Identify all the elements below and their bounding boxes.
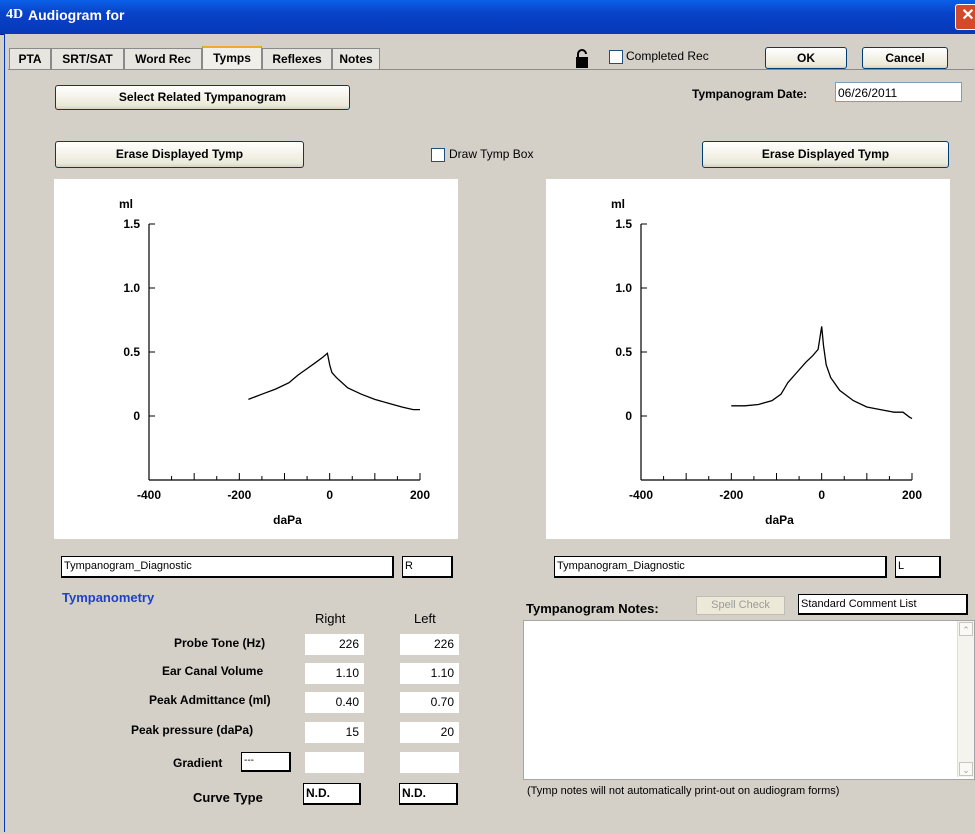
probe-tone-left-field[interactable]: 226 [400, 634, 459, 655]
y-tick-label: 0.5 [615, 345, 632, 359]
select-related-tympanogram-button[interactable]: Select Related Tympanogram [55, 85, 350, 110]
y-tick-label: 0.5 [123, 345, 140, 359]
tab-srt-sat[interactable]: SRT/SAT [51, 48, 124, 69]
y-tick-label: 0 [625, 409, 632, 423]
tympanometry-section-title: Tympanometry [62, 590, 155, 605]
completed-rec-label: Completed Rec [626, 49, 709, 63]
y-tick-label: 0 [133, 409, 140, 423]
gradient-right-field[interactable] [305, 752, 364, 773]
y-tick-label: 1.5 [615, 217, 632, 231]
tab-tymps[interactable]: Tymps [202, 46, 262, 70]
peak-admittance-label: Peak Admittance (ml) [149, 693, 271, 707]
window-title: Audiogram for [28, 7, 125, 23]
tab-label: Reflexes [272, 52, 322, 66]
cancel-button[interactable]: Cancel [862, 47, 948, 69]
right-tymp-type-field[interactable]: Tympanogram_Diagnostic [61, 556, 394, 578]
tab-label: Word Rec [135, 52, 191, 66]
x-tick-label: -200 [719, 488, 743, 502]
curve-type-left-field[interactable]: N.D. [399, 783, 458, 805]
tympanogram-curve-R [248, 352, 420, 411]
left-tymp-type-field[interactable]: Tympanogram_Diagnostic [554, 556, 887, 578]
left-column-header: Left [414, 611, 436, 626]
x-tick-label: 200 [902, 488, 922, 502]
x-tick-label: 0 [326, 488, 333, 502]
completed-rec-checkbox[interactable] [609, 50, 623, 64]
x-tick-label: -400 [137, 488, 161, 502]
tab-reflexes[interactable]: Reflexes [262, 48, 332, 69]
ear-canal-volume-label: Ear Canal Volume [162, 664, 264, 678]
close-window-button[interactable]: ✕ [955, 4, 975, 30]
right-ear-field[interactable]: R [402, 556, 453, 578]
ear-canal-volume-right-field[interactable]: 1.10 [305, 663, 364, 684]
tab-notes[interactable]: Notes [332, 48, 380, 69]
x-axis-label: daPa [273, 513, 302, 527]
app-logo-icon: 4D [6, 7, 24, 22]
window-title-bar[interactable]: 4D Audiogram for ✕ [0, 0, 975, 35]
peak-admittance-left-field[interactable]: 0.70 [400, 692, 459, 713]
tab-label: Tymps [213, 51, 251, 65]
draw-tymp-box-label: Draw Tymp Box [449, 147, 534, 161]
tab-pta[interactable]: PTA [9, 48, 51, 69]
peak-pressure-left-field[interactable]: 20 [400, 722, 459, 743]
probe-tone-right-field[interactable]: 226 [305, 634, 364, 655]
scroll-up-icon[interactable]: ⌃ [959, 622, 973, 636]
tympanogram-date-label: Tympanogram Date: [692, 87, 808, 101]
draw-tymp-box-checkbox[interactable] [431, 148, 445, 162]
ok-button[interactable]: OK [765, 47, 847, 69]
spell-check-button[interactable]: Spell Check [696, 596, 785, 615]
curve-type-right-field[interactable]: N.D. [303, 783, 361, 805]
right-ear-tympanogram-chart: 1.5 1.0 0.5 0 -400 -200 0 200 ml daPa [54, 179, 458, 539]
tympanogram-date-field[interactable]: 06/26/2011 [835, 82, 962, 102]
y-tick-label: 1.0 [123, 281, 140, 295]
probe-tone-label: Probe Tone (Hz) [174, 636, 266, 650]
gradient-label: Gradient [173, 756, 223, 770]
scroll-down-icon[interactable]: ⌄ [959, 762, 973, 776]
tympanogram-notes-label: Tympanogram Notes: [526, 601, 659, 616]
y-tick-label: 1.5 [123, 217, 140, 231]
x-tick-label: -400 [629, 488, 653, 502]
ear-canal-volume-left-field[interactable]: 1.10 [400, 663, 459, 684]
tab-label: SRT/SAT [62, 52, 113, 66]
peak-pressure-right-field[interactable]: 15 [305, 722, 364, 743]
peak-admittance-right-field[interactable]: 0.40 [305, 692, 364, 713]
tab-label: Notes [339, 52, 373, 66]
tab-label: PTA [18, 52, 42, 66]
tab-word-rec[interactable]: Word Rec [124, 48, 202, 69]
notes-print-disclaimer: (Tymp notes will not automatically print… [527, 785, 840, 797]
x-tick-label: 200 [410, 488, 430, 502]
x-tick-label: -200 [227, 488, 251, 502]
tympanogram-curve-L [731, 326, 913, 420]
right-column-header: Right [315, 611, 346, 626]
gradient-dropdown-button[interactable]: --- [241, 752, 291, 772]
erase-displayed-tymp-right-button[interactable]: Erase Displayed Tymp [55, 141, 304, 168]
left-ear-field[interactable]: L [895, 556, 941, 578]
y-tick-label: 1.0 [615, 281, 632, 295]
left-ear-tympanogram-chart: 1.5 1.0 0.5 0 -400 -200 0 200 ml daPa [546, 179, 950, 539]
peak-pressure-label: Peak pressure (daPa) [131, 723, 254, 737]
gradient-left-field[interactable] [400, 752, 459, 773]
standard-comment-list-button[interactable]: Standard Comment List [798, 594, 968, 615]
notes-scrollbar[interactable]: ⌃ ⌄ [957, 621, 974, 777]
curve-type-label: Curve Type [193, 790, 263, 805]
y-axis-label: ml [119, 197, 133, 211]
y-axis-label: ml [611, 197, 625, 211]
close-icon: ✕ [961, 7, 975, 24]
x-tick-label: 0 [818, 488, 825, 502]
erase-displayed-tymp-left-button[interactable]: Erase Displayed Tymp [702, 141, 949, 168]
x-axis-label: daPa [765, 513, 794, 527]
lock-icon[interactable] [575, 49, 589, 69]
tab-divider [8, 69, 974, 70]
tympanogram-notes-textarea[interactable]: ⌃ ⌄ [523, 620, 975, 780]
